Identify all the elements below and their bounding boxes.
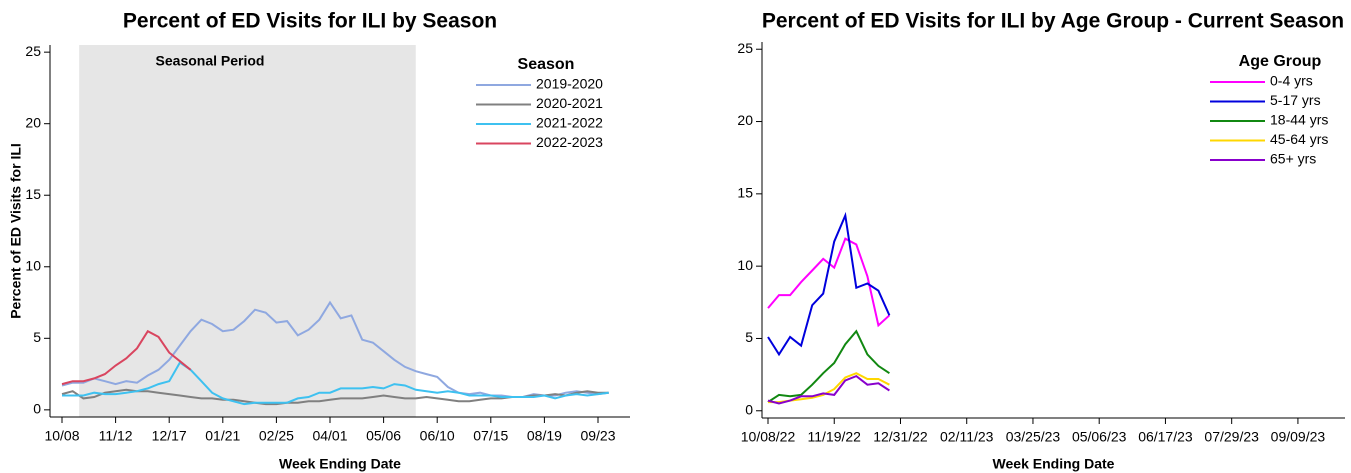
x-tick-label: 09/09/23: [1271, 429, 1326, 445]
x-tick-label: 02/11/23: [940, 429, 994, 445]
chart-title: Percent of ED Visits for ILI by Season: [123, 10, 497, 33]
x-tick-label: 12/17: [152, 428, 187, 444]
x-tick-label: 03/25/23: [1006, 429, 1061, 445]
legend-label: 18-44 yrs: [1270, 112, 1328, 128]
x-tick-label: 02/25: [259, 428, 294, 444]
y-tick-label: 15: [25, 186, 41, 202]
legend-title: Age Group: [1239, 53, 1322, 70]
y-tick-label: 5: [745, 329, 753, 345]
x-tick-label: 10/08: [44, 428, 79, 444]
seasonal-period-label: Seasonal Period: [156, 53, 265, 69]
x-tick-label: 06/17/23: [1138, 429, 1193, 445]
y-tick-label: 25: [737, 40, 753, 56]
legend-label: 2019-2020: [536, 76, 603, 92]
seasonal-period: [79, 45, 416, 417]
x-tick-label: 11/19/22: [808, 429, 862, 445]
y-tick-label: 20: [737, 112, 753, 128]
x-axis-label: Week Ending Date: [993, 456, 1115, 472]
series-line: [768, 372, 890, 404]
legend-label: 0-4 yrs: [1270, 73, 1313, 89]
x-tick-label: 05/06/23: [1072, 429, 1127, 445]
y-tick-label: 5: [33, 329, 41, 345]
x-tick-label: 12/31/22: [873, 429, 928, 445]
legend-label: 2021-2022: [536, 115, 603, 131]
x-tick-label: 07/15: [473, 428, 508, 444]
y-tick-label: 10: [25, 257, 41, 273]
legend-label: 5-17 yrs: [1270, 92, 1321, 108]
legend-label: 2020-2021: [536, 95, 603, 111]
legend-label: 65+ yrs: [1270, 151, 1316, 167]
y-tick-label: 10: [737, 257, 753, 273]
legend-title: Season: [518, 56, 575, 73]
x-tick-label: 06/10: [420, 428, 455, 444]
series-line: [767, 329, 890, 403]
x-axis-label: Week Ending Date: [279, 456, 401, 472]
series-line: [767, 211, 891, 357]
x-tick-label: 10/08/22: [741, 429, 796, 445]
chart-title: Percent of ED Visits for ILI by Age Grou…: [762, 10, 1344, 33]
x-tick-label: 04/01: [312, 428, 347, 444]
series-line: [62, 361, 609, 406]
legend-label: 45-64 yrs: [1270, 131, 1328, 147]
x-tick-label: 09/23: [580, 428, 615, 444]
series-line: [767, 374, 890, 405]
y-tick-label: 0: [745, 401, 753, 417]
y-tick-label: 0: [33, 401, 41, 417]
y-tick-label: 25: [25, 43, 41, 59]
x-tick-label: 11/12: [99, 428, 133, 444]
series-line: [767, 237, 891, 328]
x-tick-label: 01/21: [205, 428, 240, 444]
series-line: [61, 329, 192, 386]
x-tick-label: 07/29/23: [1204, 429, 1259, 445]
x-tick-label: 08/19: [527, 428, 562, 444]
legend-label: 2022-2023: [536, 134, 603, 150]
y-tick-label: 20: [25, 114, 41, 130]
y-tick-label: 15: [737, 185, 753, 201]
y-axis-label: Percent of ED Visits for ILI: [8, 143, 24, 319]
x-tick-label: 05/06: [366, 428, 401, 444]
